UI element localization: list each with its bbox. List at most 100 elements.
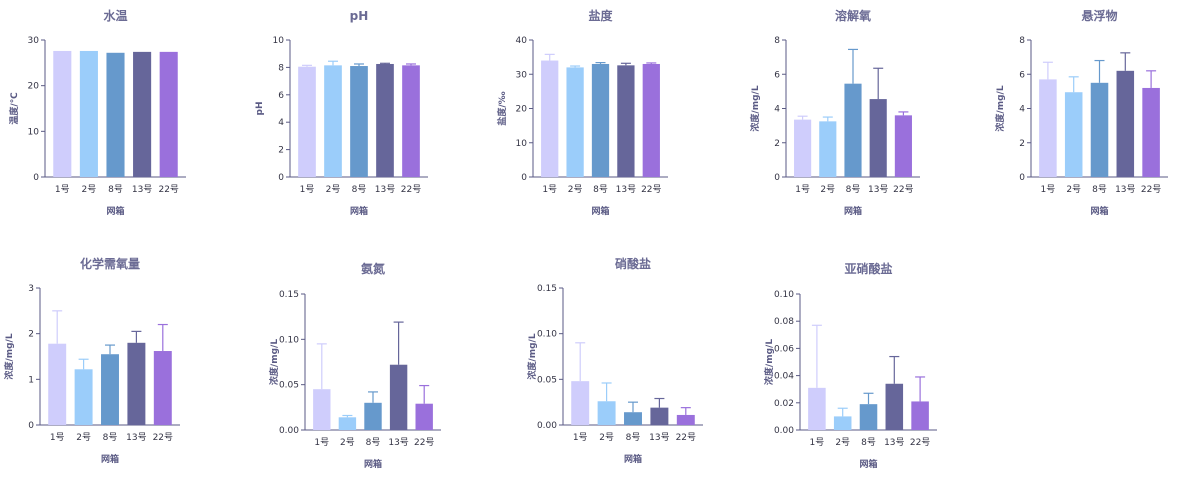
chart-title: 氨氮 (361, 261, 385, 276)
x-tick-label: 13号 (375, 184, 395, 195)
y-axis-label: 浓度/mg/L (763, 339, 775, 385)
x-tick-label: 22号 (641, 184, 661, 195)
x-tick-label: 1号 (50, 432, 65, 443)
x-tick-label: 2号 (76, 432, 91, 443)
y-tick-label: 0.06 (774, 344, 794, 354)
y-tick-label: 0.10 (537, 330, 557, 340)
y-axis-label: pH (255, 102, 265, 116)
x-tick-label: 2号 (599, 432, 614, 443)
x-tick-label: 2号 (82, 184, 97, 195)
chart-title: 盐度 (588, 8, 613, 23)
x-tick-label: 8号 (1092, 184, 1107, 195)
bar (48, 343, 67, 425)
y-tick-label: 2 (28, 330, 34, 340)
x-tick-label: 22号 (153, 432, 173, 443)
chart-title: 化学需氧量 (80, 256, 140, 271)
bar (1116, 70, 1135, 177)
x-tick-label: 22号 (401, 184, 421, 195)
bar (101, 354, 119, 425)
x-tick-label: 8号 (108, 184, 123, 195)
chart-panel: 亚硝酸盐 0.00 0.02 0.04 0.06 0.08 0.10 浓度/mg/L 1号 2号 8… (763, 261, 937, 470)
y-tick-label: 0.05 (537, 375, 557, 385)
x-tick-label: 22号 (893, 184, 913, 195)
x-tick-label: 13号 (1115, 184, 1135, 195)
y-tick-label: 0.00 (537, 421, 557, 431)
bar (324, 65, 342, 177)
bar (642, 63, 660, 177)
chart-title: 水温 (103, 8, 127, 23)
bar (313, 389, 331, 430)
x-tick-label: 2号 (1066, 184, 1081, 195)
x-tick-label: 2号 (568, 184, 583, 195)
x-axis-label: 网箱 (364, 458, 382, 470)
bar (153, 351, 172, 425)
y-tick-label: 0.00 (774, 426, 794, 436)
x-tick-label: 8号 (103, 432, 118, 443)
y-tick-label: 20 (28, 82, 40, 92)
y-tick-label: 10 (28, 127, 40, 137)
y-axis-label: 盐度/‰ (496, 91, 508, 125)
y-tick-label: 10 (273, 36, 285, 46)
x-tick-label: 1号 (55, 184, 70, 195)
y-tick-label: 20 (516, 105, 528, 115)
y-tick-label: 2 (278, 146, 284, 156)
y-tick-label: 40 (516, 36, 528, 46)
bar (859, 404, 878, 430)
y-tick-label: 0 (33, 173, 39, 183)
chart-title: 亚硝酸盐 (844, 261, 892, 276)
y-tick-label: 0 (521, 173, 527, 183)
x-tick-label: 13号 (132, 184, 152, 195)
y-tick-label: 4 (1019, 105, 1025, 115)
x-tick-label: 22号 (414, 437, 434, 448)
y-tick-label: 0.04 (774, 372, 794, 382)
bar (364, 402, 382, 430)
y-tick-label: 0 (28, 421, 34, 431)
bar (650, 407, 669, 425)
x-tick-label: 1号 (1041, 184, 1056, 195)
bar (808, 387, 826, 430)
y-tick-label: 8 (278, 63, 284, 73)
y-axis-label: 浓度/mg/L (268, 339, 280, 385)
bar (894, 115, 912, 177)
x-tick-label: 22号 (1141, 184, 1161, 195)
y-axis-label: 浓度/mg/L (526, 333, 538, 379)
x-axis-label: 网箱 (844, 205, 862, 217)
bar (74, 369, 93, 425)
chart-title: 悬浮物 (1080, 8, 1117, 23)
y-tick-label: 3 (28, 284, 34, 294)
y-tick-label: 8 (774, 36, 780, 46)
bar (844, 83, 862, 177)
bar (617, 65, 635, 177)
x-axis-label: 网箱 (624, 453, 642, 465)
bar (597, 401, 616, 425)
bar (53, 50, 72, 177)
y-tick-label: 10 (516, 139, 528, 149)
bar (133, 51, 152, 177)
x-axis-label: 网箱 (106, 205, 124, 217)
x-tick-label: 22号 (158, 184, 178, 195)
bar (350, 66, 368, 177)
chart-title: 硝酸盐 (615, 256, 651, 271)
bar (127, 342, 146, 425)
bar (389, 364, 408, 430)
bar (159, 51, 178, 177)
bar (911, 401, 929, 430)
bar (794, 119, 812, 177)
bar (376, 63, 394, 177)
x-tick-label: 8号 (366, 437, 381, 448)
bar (885, 383, 904, 430)
x-tick-label: 13号 (126, 432, 146, 443)
y-axis-label: 浓度/mg/L (749, 85, 761, 131)
y-tick-label: 0.00 (279, 426, 299, 436)
bar (566, 67, 584, 177)
bar (298, 66, 316, 177)
x-tick-label: 1号 (542, 184, 557, 195)
